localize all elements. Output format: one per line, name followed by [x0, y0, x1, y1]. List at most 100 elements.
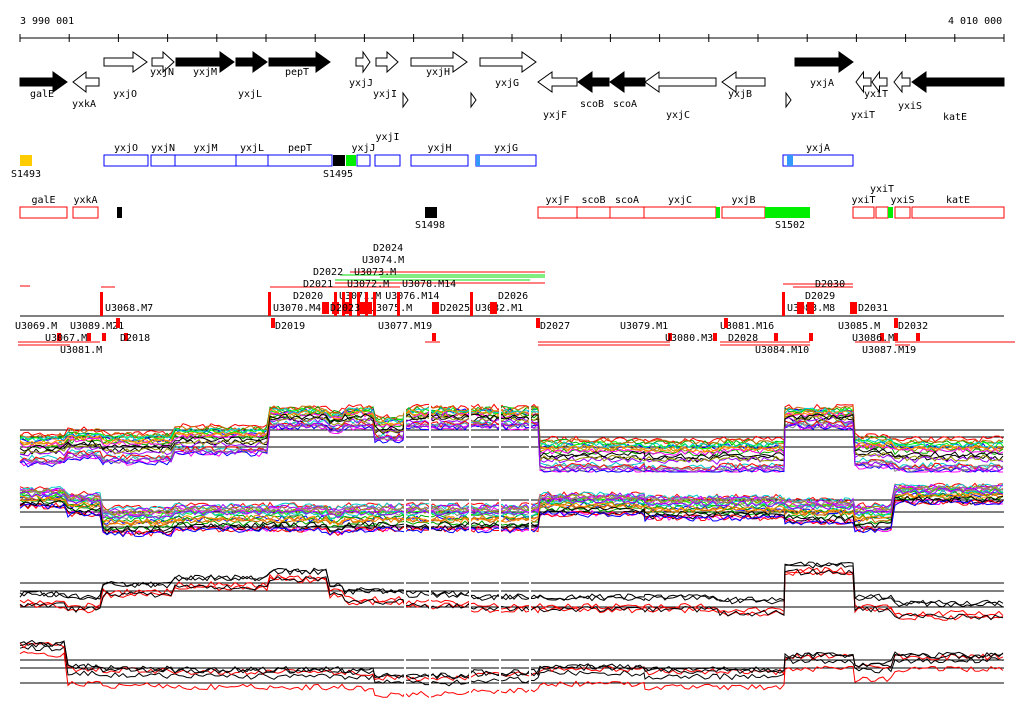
feature-label: U3071.M	[339, 291, 381, 302]
minus-box-label: galE	[32, 195, 56, 206]
gene-label: yxjI	[373, 89, 397, 100]
small-orf-arrow	[402, 91, 409, 109]
feature-label: U3084.M10	[755, 345, 809, 356]
axis-start-label: 3 990 001	[20, 16, 74, 27]
feature-label: D2026	[498, 291, 528, 302]
feature-marker	[373, 292, 376, 316]
feature-label: D2030	[815, 279, 845, 290]
feature-label: D2031	[858, 303, 888, 314]
feature-marker	[668, 333, 672, 341]
minus-box-label: scoA	[615, 195, 639, 206]
expression-series-line	[19, 409, 1004, 454]
feature-label: D2020	[293, 291, 323, 302]
feature-label: D2018	[120, 333, 150, 344]
gene-label: scoA	[613, 99, 637, 110]
minus-box-label: katE	[946, 195, 970, 206]
minus-box-label: yxkA	[74, 195, 98, 206]
gene-arrow	[911, 71, 1005, 93]
gene-label: yxjN	[150, 67, 174, 78]
feature-marker	[713, 333, 717, 341]
gene-label: yxjL	[238, 89, 262, 100]
feature-marker	[365, 302, 372, 314]
minus-box-label: yxjC	[668, 195, 692, 206]
segment-black	[333, 155, 345, 166]
feature-label: D2025	[440, 303, 470, 314]
gene-arrow	[893, 70, 911, 94]
feature-marker	[268, 292, 271, 316]
plus-box-label: yxjG	[494, 143, 518, 154]
feature-marker	[359, 302, 366, 314]
feature-label: U3077.M19	[378, 321, 432, 332]
feature-label: U3086.M	[852, 333, 894, 344]
expression-series-line	[19, 413, 1004, 460]
minus-box-label: scoB	[582, 195, 606, 206]
plus-box-label: yxjA	[806, 143, 830, 154]
plus-box	[475, 154, 537, 167]
expression-series-line	[19, 484, 1004, 516]
feature-marker	[724, 318, 728, 328]
feature-marker	[322, 302, 329, 314]
gene-label: scoB	[580, 99, 604, 110]
expression-series-line	[19, 490, 1004, 524]
feature-marker	[470, 292, 473, 316]
gene-arrow	[355, 50, 371, 74]
minus-box	[609, 206, 645, 219]
minus-box	[894, 206, 911, 219]
feature-marker	[87, 333, 91, 341]
segment-label: S1502	[775, 220, 805, 231]
feature-marker	[116, 318, 120, 328]
expression-series-line	[19, 651, 1004, 698]
expression-series-line	[19, 562, 1004, 608]
plus-box-label: yxjO	[114, 143, 138, 154]
feature-marker	[102, 333, 106, 341]
plus-box	[174, 154, 237, 167]
gene-label: katE	[943, 112, 967, 123]
expression-series-line	[19, 561, 1004, 607]
gene-arrow	[175, 51, 235, 73]
minus-box-label: yxiT	[870, 184, 894, 195]
feature-marker	[490, 302, 497, 314]
expression-series-line	[19, 640, 1004, 680]
expression-series-line	[19, 568, 1004, 621]
feature-marker	[797, 302, 804, 314]
gene-arrow	[375, 50, 399, 74]
feature-label: D2032	[898, 321, 928, 332]
feature-label: U3074.M	[362, 255, 404, 266]
gene-label: yxiT	[851, 110, 875, 121]
minus-box	[72, 206, 99, 219]
feature-label: U3070.M4	[273, 303, 321, 314]
feature-label: U3068.M7	[105, 303, 153, 314]
gene-arrow	[721, 71, 766, 93]
plus-box	[103, 154, 149, 167]
feature-label: D2019	[275, 321, 305, 332]
feature-label: D2022	[313, 267, 343, 278]
minus-strand-track: galE yxkA yxjF scoB scoA yxjC yxjB yxiTyxiTyxiS…	[19, 184, 1005, 231]
gene-label: yxiT	[864, 89, 888, 100]
segment-label: S1495	[323, 169, 353, 180]
feature-track: U3068.M7 U3070.M4U3071.MU3072.MU3073.MU30…	[15, 243, 1015, 356]
gene-label: yxjJ	[349, 78, 373, 89]
expression-series-line	[19, 639, 1004, 679]
gene-arrow	[268, 51, 331, 73]
gene-label: yxjH	[426, 67, 450, 78]
expression-series-line	[19, 422, 1004, 473]
coordinate-axis	[19, 34, 1005, 42]
gene-label: yxkA	[72, 99, 96, 110]
feature-label: D2021	[303, 279, 333, 290]
expression-series-line	[19, 499, 1004, 538]
plus-box-label: yxjI	[376, 132, 400, 143]
gene-label: yxjB	[728, 89, 752, 100]
minus-box-label: yxjB	[732, 195, 756, 206]
feature-marker	[332, 302, 339, 314]
gene-arrow	[871, 70, 888, 94]
feature-marker	[342, 302, 349, 314]
gene-label: yxiS	[898, 101, 922, 112]
gene-arrow	[644, 71, 717, 93]
gene-arrow	[103, 51, 148, 73]
expression-series-line	[19, 641, 1004, 682]
minus-box-label: yxjF	[546, 195, 570, 206]
gene-arrow	[19, 71, 68, 93]
feature-label: U3078.M14	[402, 279, 456, 290]
